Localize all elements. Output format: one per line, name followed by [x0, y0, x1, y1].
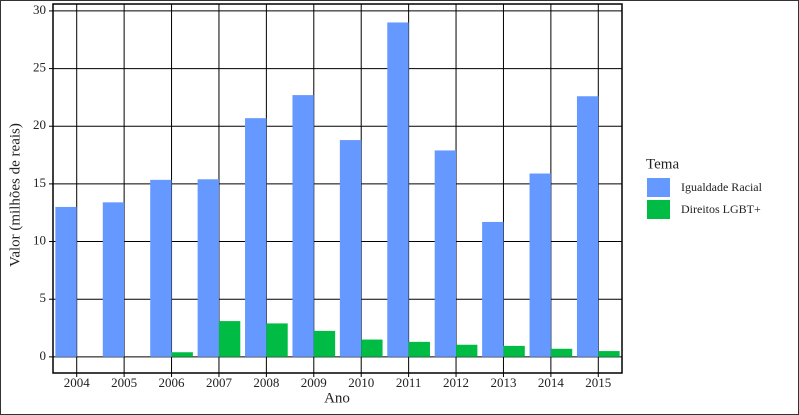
- legend-label: Igualdade Racial: [681, 180, 763, 194]
- bar: [292, 95, 314, 357]
- bar: [361, 339, 383, 357]
- legend-swatch: [647, 200, 670, 219]
- bar: [339, 140, 362, 357]
- y-tick-label: 30: [33, 2, 46, 17]
- legend-title: Tema: [646, 156, 679, 172]
- x-tick-label: 2004: [64, 375, 91, 390]
- x-tick-label: 2007: [206, 375, 233, 390]
- bar: [482, 221, 504, 357]
- x-tick-label: 2011: [396, 375, 422, 390]
- y-tick-label: 15: [33, 175, 46, 190]
- bar: [266, 323, 288, 357]
- x-tick-label: 2014: [538, 375, 565, 390]
- x-tick-label: 2005: [111, 375, 137, 390]
- bar: [550, 348, 573, 357]
- legend-swatch: [647, 178, 670, 197]
- legend-label: Direitos LGBT+: [681, 202, 761, 216]
- x-tick-label: 2006: [159, 375, 186, 390]
- bar: [598, 351, 620, 357]
- bar: [529, 173, 551, 357]
- x-tick-label: 2009: [301, 375, 327, 390]
- bar: [456, 344, 478, 357]
- bar: [434, 150, 457, 357]
- bar: [245, 118, 267, 357]
- bar: [171, 352, 193, 357]
- bar: [313, 330, 336, 357]
- bar: [503, 345, 525, 357]
- bar: [408, 341, 430, 357]
- x-axis-label: Ano: [324, 390, 350, 406]
- bar: [576, 96, 599, 357]
- x-tick-label: 2013: [490, 375, 516, 390]
- y-tick-label: 20: [33, 117, 46, 132]
- bar: [387, 22, 409, 357]
- bar: [55, 206, 77, 357]
- y-tick-label: 10: [33, 233, 46, 248]
- x-tick-label: 2010: [348, 375, 374, 390]
- bar: [218, 321, 241, 357]
- x-tick-label: 2012: [443, 375, 469, 390]
- y-tick-label: 25: [33, 60, 46, 75]
- y-tick-label: 0: [40, 348, 47, 363]
- bar: [102, 202, 125, 357]
- x-tick-label: 2008: [253, 375, 279, 390]
- y-tick-label: 5: [40, 290, 47, 305]
- bar: [150, 179, 172, 357]
- bar: [197, 179, 219, 357]
- x-tick-label: 2015: [585, 375, 611, 390]
- y-axis-label: Valor (milhões de reais): [7, 123, 23, 267]
- plot-border: [52, 3, 623, 374]
